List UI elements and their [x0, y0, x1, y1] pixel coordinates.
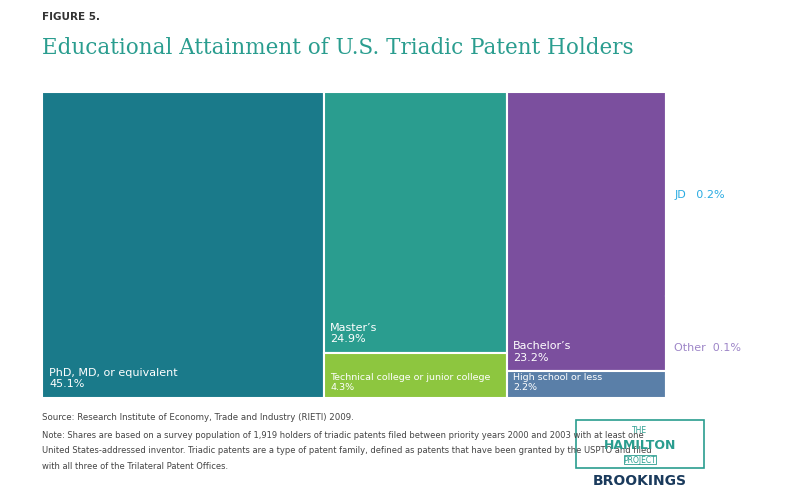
- Text: Source: Research Institute of Economy, Trade and Industry (RIETI) 2009.: Source: Research Institute of Economy, T…: [42, 412, 354, 421]
- Text: JD   0.2%: JD 0.2%: [674, 189, 725, 200]
- Text: Other  0.1%: Other 0.1%: [674, 342, 742, 352]
- Bar: [666, 296, 668, 398]
- Bar: [42, 93, 324, 398]
- Text: BROOKINGS: BROOKINGS: [593, 473, 687, 488]
- Text: THE: THE: [633, 426, 647, 434]
- Text: FIGURE 5.: FIGURE 5.: [42, 12, 99, 22]
- Text: Technical college or junior college
4.3%: Technical college or junior college 4.3%: [330, 372, 490, 391]
- Text: United States-addressed inventor. Triadic patents are a type of patent family, d: United States-addressed inventor. Triadi…: [42, 446, 651, 454]
- Bar: [507, 93, 666, 371]
- Text: Educational Attainment of U.S. Triadic Patent Holders: Educational Attainment of U.S. Triadic P…: [42, 37, 634, 59]
- Bar: [507, 371, 666, 398]
- Text: Note: Shares are based on a survey population of 1,919 holders of triadic patent: Note: Shares are based on a survey popul…: [42, 430, 643, 439]
- Bar: [666, 93, 668, 296]
- Text: PROJECT: PROJECT: [624, 455, 656, 464]
- Text: Bachelor’s
23.2%: Bachelor’s 23.2%: [514, 341, 572, 362]
- Text: PhD, MD, or equivalent
45.1%: PhD, MD, or equivalent 45.1%: [49, 367, 178, 388]
- Text: Master’s
24.9%: Master’s 24.9%: [330, 322, 378, 344]
- Text: with all three of the Trilateral Patent Offices.: with all three of the Trilateral Patent …: [42, 461, 228, 469]
- Bar: [324, 93, 507, 353]
- Text: HAMILTON: HAMILTON: [604, 438, 676, 451]
- Text: High school or less
2.2%: High school or less 2.2%: [514, 372, 602, 391]
- Bar: [324, 353, 507, 398]
